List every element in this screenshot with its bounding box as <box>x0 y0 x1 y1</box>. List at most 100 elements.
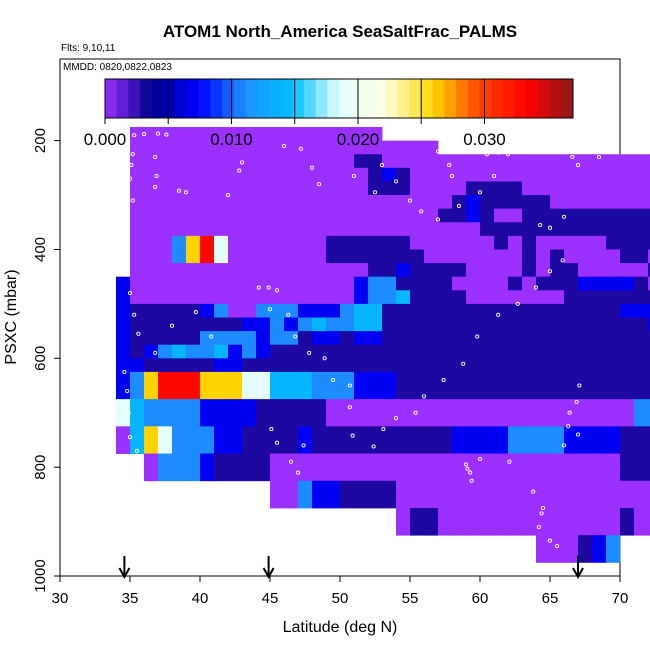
heatmap-cell <box>620 154 635 169</box>
track-point <box>449 173 455 179</box>
track-point <box>379 163 385 168</box>
heatmap-cell <box>396 331 411 346</box>
track-point <box>309 165 315 170</box>
heatmap-cell <box>284 290 299 305</box>
heatmap-cell <box>354 276 369 291</box>
heatmap-cell <box>452 276 467 291</box>
heatmap-cell <box>116 412 131 427</box>
heatmap-cell <box>424 208 439 223</box>
colorbar-segment <box>549 79 562 118</box>
heatmap-cell <box>228 140 243 155</box>
heatmap-cell <box>592 222 607 237</box>
heatmap-cell <box>508 154 523 169</box>
heatmap-cell <box>494 249 509 264</box>
colorbar-segment <box>537 79 551 118</box>
heatmap-cell <box>228 290 243 305</box>
heatmap-cell <box>326 249 341 264</box>
heatmap-cell <box>592 399 607 414</box>
heatmap-cell <box>578 453 593 468</box>
track-point <box>561 443 567 448</box>
track-point <box>393 179 399 184</box>
heatmap-cell <box>592 195 607 210</box>
heatmap-cell <box>214 290 229 305</box>
heatmap-cell <box>368 303 383 318</box>
track-point <box>435 149 441 154</box>
heatmap-cell <box>634 439 649 454</box>
heatmap-cell <box>144 358 159 373</box>
heatmap-cell <box>550 453 565 468</box>
heatmap-cell <box>410 263 425 278</box>
heatmap-cell <box>354 494 369 509</box>
heatmap-cell <box>494 494 509 509</box>
heatmap-cell <box>634 344 649 359</box>
heatmap-cell <box>130 222 145 237</box>
heatmap-cell <box>144 167 159 182</box>
heatmap-cell <box>284 317 299 332</box>
heatmap-cell <box>368 276 383 291</box>
heatmap-cell <box>130 127 145 142</box>
heatmap-cell <box>382 249 397 264</box>
heatmap-cell <box>494 344 509 359</box>
heatmap-cell <box>270 154 285 169</box>
heatmap-cell <box>200 290 215 305</box>
colorbar-segment <box>280 79 293 118</box>
heatmap-cell <box>452 371 467 386</box>
heatmap-cell <box>382 154 397 169</box>
heatmap-cell <box>648 249 650 264</box>
heatmap-cell <box>466 222 481 237</box>
heatmap-cell <box>606 222 621 237</box>
heatmap-cell <box>494 167 509 182</box>
heatmap-cell <box>592 290 607 305</box>
heatmap-cell <box>578 548 593 563</box>
heatmap-cell <box>620 181 635 196</box>
heatmap-cell <box>298 467 313 482</box>
heatmap-cell <box>144 208 159 223</box>
heatmap-cell <box>550 331 565 346</box>
heatmap-cell <box>228 371 243 386</box>
heatmap-cell <box>200 399 215 414</box>
heatmap-cell <box>144 439 159 454</box>
heatmap-cell <box>270 399 285 414</box>
heatmap-cell <box>326 412 341 427</box>
heatmap-cell <box>438 249 453 264</box>
heatmap-cell <box>606 467 621 482</box>
flight-arrows <box>118 556 584 580</box>
heatmap-cell <box>172 222 187 237</box>
heatmap-cell <box>382 399 397 414</box>
heatmap-cell <box>424 371 439 386</box>
heatmap-cell <box>382 181 397 196</box>
heatmap-cell <box>270 426 285 441</box>
heatmap-cell <box>438 399 453 414</box>
heatmap-cell <box>536 535 551 550</box>
track-point <box>538 222 543 228</box>
heatmap-cell <box>312 371 327 386</box>
heatmap-cell <box>550 535 565 550</box>
heatmap-cell <box>564 195 579 210</box>
heatmap-cell <box>564 331 579 346</box>
heatmap-cell <box>480 167 495 182</box>
heatmap-cell <box>536 480 551 495</box>
heatmap-cell <box>452 480 467 495</box>
x-tick-label: 35 <box>122 590 139 607</box>
heatmap-cell <box>186 317 201 332</box>
heatmap-cell <box>452 235 467 250</box>
heatmap-cell <box>494 181 509 196</box>
track-point <box>209 334 214 339</box>
heatmap-cell <box>368 331 383 346</box>
heatmap-cell <box>158 426 173 441</box>
colorbar-segment <box>491 79 504 118</box>
heatmap-cell <box>410 467 425 482</box>
heatmap-cell <box>550 222 565 237</box>
heatmap-cell <box>438 494 453 509</box>
track-point <box>136 331 141 336</box>
heatmap-cell <box>438 344 453 359</box>
y-tick-label: 600 <box>32 346 49 371</box>
heatmap-cell <box>186 344 201 359</box>
heatmap-cell <box>536 439 551 454</box>
heatmap-cell <box>620 494 635 509</box>
heatmap-cell <box>564 399 579 414</box>
heatmap-cell <box>186 358 201 373</box>
heatmap-cell <box>550 439 565 454</box>
heatmap-cell <box>522 439 537 454</box>
heatmap-cell <box>648 235 650 250</box>
